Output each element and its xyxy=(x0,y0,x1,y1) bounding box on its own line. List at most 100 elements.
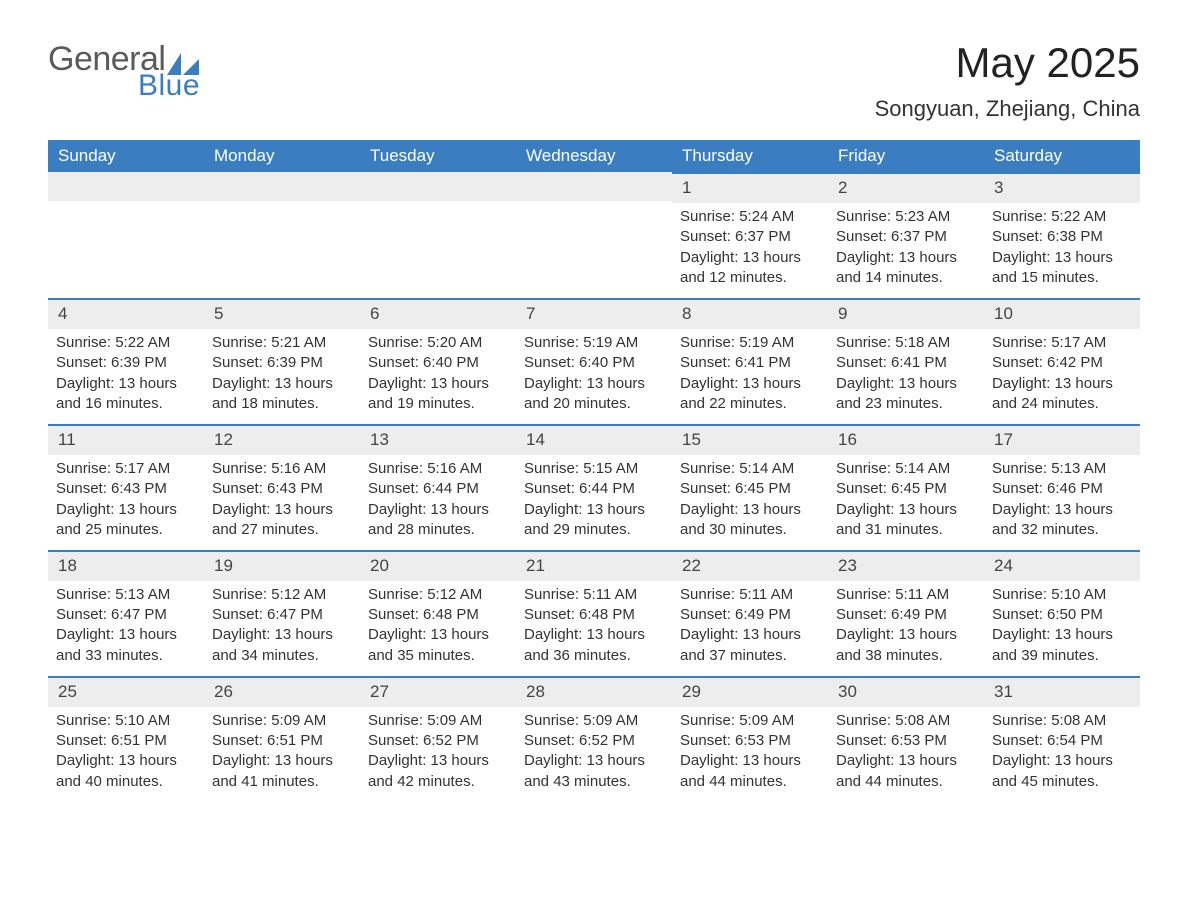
daylight-line: Daylight: 13 hours and 30 minutes. xyxy=(680,500,820,541)
day-number: 12 xyxy=(204,424,360,455)
sunrise-line: Sunrise: 5:09 AM xyxy=(680,711,820,731)
daylight-line: Daylight: 13 hours and 45 minutes. xyxy=(992,751,1132,792)
calendar-day: 28 Sunrise: 5:09 AMSunset: 6:52 PMDayligh… xyxy=(516,676,672,802)
calendar-day: 4Sunrise: 5:22 AMSunset: 6:39 PMDaylight… xyxy=(48,298,204,424)
calendar-day: 7Sunrise: 5:19 AMSunset: 6:40 PMDaylight… xyxy=(516,298,672,424)
daylight-line: Daylight: 13 hours and 43 minutes. xyxy=(524,751,664,792)
sunrise-line: Sunrise: 5:19 AM xyxy=(680,333,820,353)
calendar-day: 12Sunrise: 5:16 AMSunset: 6:43 PMDayligh… xyxy=(204,424,360,550)
sunset-line: Sunset: 6:51 PM xyxy=(212,731,352,751)
calendar-day: 18Sunrise: 5:13 AMSunset: 6:47 PMDayligh… xyxy=(48,550,204,676)
page-title: May 2025 xyxy=(875,40,1140,86)
logo: General Blue xyxy=(48,40,200,103)
sunrise-line: Sunrise: 5:14 AM xyxy=(680,459,820,479)
calendar-week: 18Sunrise: 5:13 AMSunset: 6:47 PMDayligh… xyxy=(48,550,1140,676)
daylight-line: Daylight: 13 hours and 44 minutes. xyxy=(836,751,976,792)
day-number: 7 xyxy=(516,298,672,329)
sunset-line: Sunset: 6:39 PM xyxy=(56,353,196,373)
sail-icon xyxy=(167,53,199,75)
day-number: 25 xyxy=(48,676,204,707)
sunset-line: Sunset: 6:40 PM xyxy=(524,353,664,373)
calendar-day: 29Sunrise: 5:09 AMSunset: 6:53 PMDayligh… xyxy=(672,676,828,802)
calendar-day: 15 Sunrise: 5:14 AMSunset: 6:45 PMDayligh… xyxy=(672,424,828,550)
day-number: 4 xyxy=(48,298,204,329)
calendar-week: 11Sunrise: 5:17 AMSunset: 6:43 PMDayligh… xyxy=(48,424,1140,550)
sunset-line: Sunset: 6:47 PM xyxy=(56,605,196,625)
sunrise-line: Sunrise: 5:10 AM xyxy=(992,585,1132,605)
sunset-line: Sunset: 6:49 PM xyxy=(836,605,976,625)
calendar-week: 1Sunrise: 5:24 AMSunset: 6:37 PMDaylight… xyxy=(48,172,1140,298)
day-number: 23 xyxy=(828,550,984,581)
day-number: 13 xyxy=(360,424,516,455)
calendar-day: 23Sunrise: 5:11 AMSunset: 6:49 PMDayligh… xyxy=(828,550,984,676)
sunset-line: Sunset: 6:41 PM xyxy=(836,353,976,373)
calendar-day: 20Sunrise: 5:12 AMSunset: 6:48 PMDayligh… xyxy=(360,550,516,676)
day-of-week-header: SundayMondayTuesdayWednesdayThursdayFrid… xyxy=(48,140,1140,172)
daylight-line: Daylight: 13 hours and 44 minutes. xyxy=(680,751,820,792)
sunrise-line: Sunrise: 5:14 AM xyxy=(836,459,976,479)
sunset-line: Sunset: 6:50 PM xyxy=(992,605,1132,625)
sunrise-line: Sunrise: 5:13 AM xyxy=(992,459,1132,479)
location-text: Songyuan, Zhejiang, China xyxy=(875,96,1140,122)
daylight-line: Daylight: 13 hours and 23 minutes. xyxy=(836,374,976,415)
daylight-line: Daylight: 13 hours and 16 minutes. xyxy=(56,374,196,415)
day-number xyxy=(516,172,672,201)
sunset-line: Sunset: 6:43 PM xyxy=(56,479,196,499)
sunset-line: Sunset: 6:44 PM xyxy=(368,479,508,499)
daylight-line: Daylight: 13 hours and 37 minutes. xyxy=(680,625,820,666)
day-number xyxy=(204,172,360,201)
sunset-line: Sunset: 6:52 PM xyxy=(524,731,664,751)
sunset-line: Sunset: 6:46 PM xyxy=(992,479,1132,499)
calendar-day: 3Sunrise: 5:22 AMSunset: 6:38 PMDaylight… xyxy=(984,172,1140,298)
day-number: 15 xyxy=(672,424,828,455)
daylight-line: Daylight: 13 hours and 27 minutes. xyxy=(212,500,352,541)
sunrise-line: Sunrise: 5:18 AM xyxy=(836,333,976,353)
sunrise-line: Sunrise: 5:09 AM xyxy=(524,711,664,731)
sunset-line: Sunset: 6:38 PM xyxy=(992,227,1132,247)
calendar-day: 30Sunrise: 5:08 AMSunset: 6:53 PMDayligh… xyxy=(828,676,984,802)
day-number: 17 xyxy=(984,424,1140,455)
day-number xyxy=(48,172,204,201)
sunset-line: Sunset: 6:48 PM xyxy=(524,605,664,625)
daylight-line: Daylight: 13 hours and 25 minutes. xyxy=(56,500,196,541)
sunrise-line: Sunrise: 5:12 AM xyxy=(212,585,352,605)
day-number: 27 xyxy=(360,676,516,707)
sunset-line: Sunset: 6:45 PM xyxy=(680,479,820,499)
dow-sunday: Sunday xyxy=(48,140,204,172)
calendar-day: 17Sunrise: 5:13 AMSunset: 6:46 PMDayligh… xyxy=(984,424,1140,550)
daylight-line: Daylight: 13 hours and 40 minutes. xyxy=(56,751,196,792)
day-number: 19 xyxy=(204,550,360,581)
calendar-day: 22Sunrise: 5:11 AMSunset: 6:49 PMDayligh… xyxy=(672,550,828,676)
daylight-line: Daylight: 13 hours and 20 minutes. xyxy=(524,374,664,415)
day-number: 28 xyxy=(516,676,672,707)
sunrise-line: Sunrise: 5:11 AM xyxy=(680,585,820,605)
daylight-line: Daylight: 13 hours and 14 minutes. xyxy=(836,248,976,289)
calendar-day: 24Sunrise: 5:10 AMSunset: 6:50 PMDayligh… xyxy=(984,550,1140,676)
sunrise-line: Sunrise: 5:13 AM xyxy=(56,585,196,605)
sunset-line: Sunset: 6:37 PM xyxy=(680,227,820,247)
daylight-line: Daylight: 13 hours and 36 minutes. xyxy=(524,625,664,666)
calendar-day: 14Sunrise: 5:15 AMSunset: 6:44 PMDayligh… xyxy=(516,424,672,550)
day-number: 3 xyxy=(984,172,1140,203)
daylight-line: Daylight: 13 hours and 35 minutes. xyxy=(368,625,508,666)
day-number: 16 xyxy=(828,424,984,455)
sunset-line: Sunset: 6:51 PM xyxy=(56,731,196,751)
day-number: 2 xyxy=(828,172,984,203)
day-number xyxy=(360,172,516,201)
calendar-day: 21 Sunrise: 5:11 AMSunset: 6:48 PMDayligh… xyxy=(516,550,672,676)
daylight-line: Daylight: 13 hours and 24 minutes. xyxy=(992,374,1132,415)
daylight-line: Daylight: 13 hours and 31 minutes. xyxy=(836,500,976,541)
day-number: 29 xyxy=(672,676,828,707)
header: General Blue May 2025 Songyuan, Zhejiang… xyxy=(48,40,1140,122)
calendar: SundayMondayTuesdayWednesdayThursdayFrid… xyxy=(48,140,1140,802)
daylight-line: Daylight: 13 hours and 41 minutes. xyxy=(212,751,352,792)
calendar-day: 16Sunrise: 5:14 AMSunset: 6:45 PMDayligh… xyxy=(828,424,984,550)
sunrise-line: Sunrise: 5:11 AM xyxy=(524,585,664,605)
dow-monday: Monday xyxy=(204,140,360,172)
day-number: 21 xyxy=(516,550,672,581)
sunset-line: Sunset: 6:54 PM xyxy=(992,731,1132,751)
day-number: 9 xyxy=(828,298,984,329)
sunset-line: Sunset: 6:43 PM xyxy=(212,479,352,499)
sunrise-line: Sunrise: 5:20 AM xyxy=(368,333,508,353)
day-number: 10 xyxy=(984,298,1140,329)
